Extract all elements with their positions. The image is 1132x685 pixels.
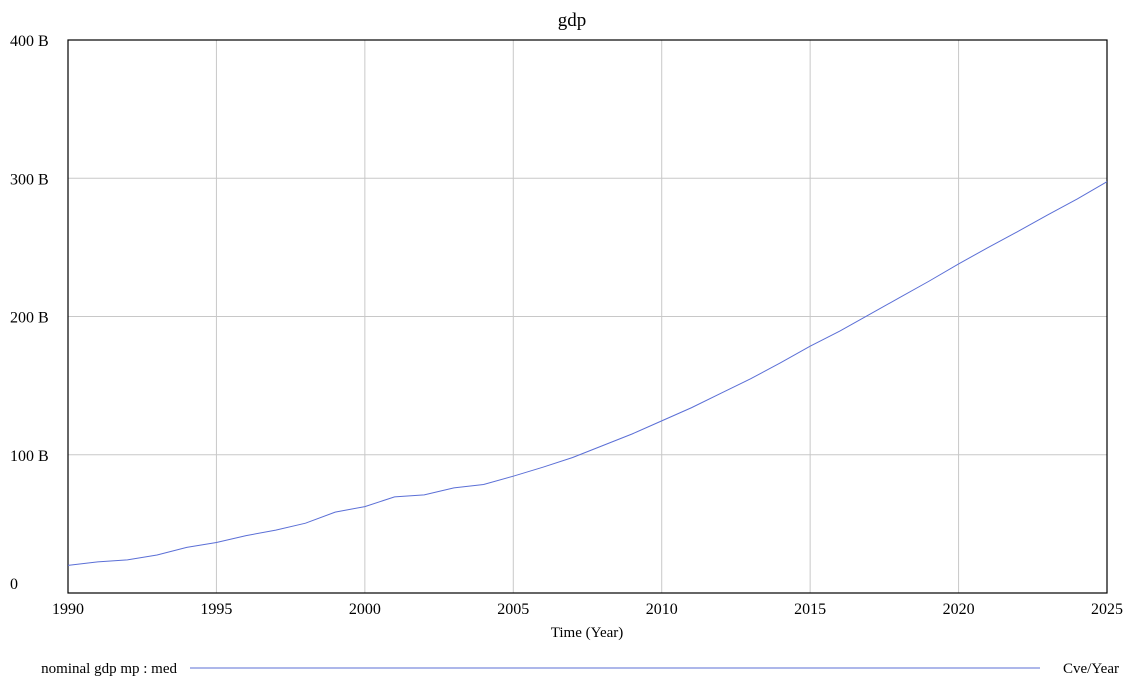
x-tick-label-2005: 2005 <box>497 601 529 618</box>
y-tick-label-200-B: 200 B <box>10 310 49 327</box>
legend: nominal gdp mp : med Cve/Year <box>41 661 1119 677</box>
x-tick-label-2020: 2020 <box>943 601 975 618</box>
plot-frame <box>67 39 1108 594</box>
legend-series-name: nominal gdp mp : med <box>41 661 177 677</box>
series-line-0 <box>67 181 1108 566</box>
y-tick-label-100-B: 100 B <box>10 448 49 465</box>
x-axis-label: Time (Year) <box>551 625 624 641</box>
series-lines <box>67 181 1108 566</box>
legend-series-unit: Cve/Year <box>1063 661 1119 677</box>
y-tick-label-400-B: 400 B <box>10 33 49 50</box>
x-tick-label-1990: 1990 <box>52 601 84 618</box>
x-tick-label-2010: 2010 <box>646 601 678 618</box>
y-tick-label-300-B: 300 B <box>10 171 49 188</box>
y-gridlines <box>68 177 1107 456</box>
x-tick-label-1995: 1995 <box>200 601 232 618</box>
x-tick-label-2025: 2025 <box>1091 601 1123 618</box>
y-tick-label-0: 0 <box>10 576 18 593</box>
x-tick-labels: 1990 1995 2000 2005 2010 2015 2020 2025 <box>52 601 1123 618</box>
y-tick-labels: 0 100 B 200 B 300 B 400 B <box>10 33 49 593</box>
x-tick-label-2015: 2015 <box>794 601 826 618</box>
x-tick-label-2000: 2000 <box>349 601 381 618</box>
chart-title: gdp <box>558 10 587 31</box>
